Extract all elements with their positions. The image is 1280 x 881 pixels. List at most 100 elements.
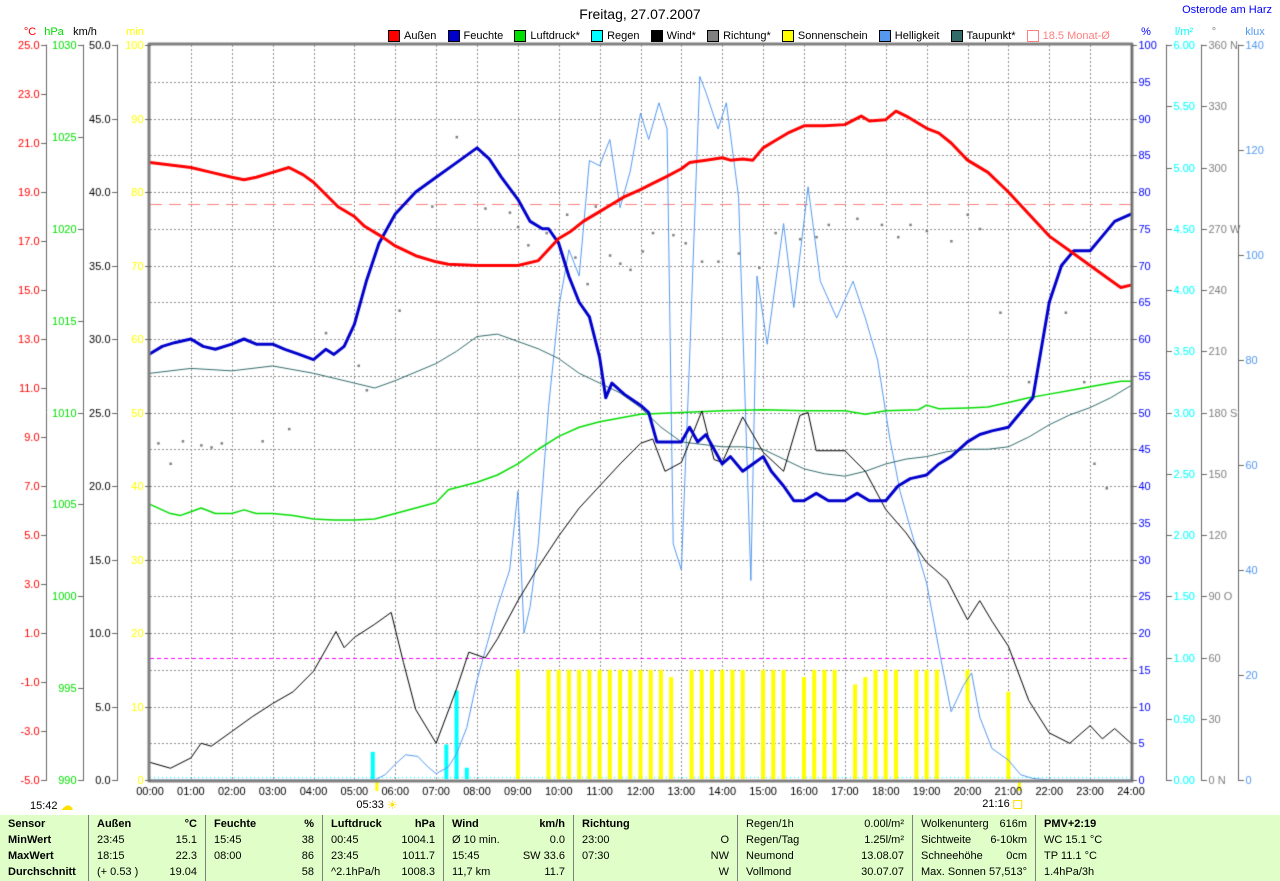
legend-label: Luftdruck* [530, 30, 580, 42]
table-cell: 00:45 [331, 834, 359, 846]
table-cell: Wind [452, 818, 479, 830]
table-col-atmos: Wolkenunterg 616m Sichtweite 6-10km Schneehö… [912, 815, 1035, 881]
table-row: 18:15 22.3 [89, 848, 205, 864]
table-cell: Regen/1h [746, 818, 794, 830]
table-cell: Schneehöhe [921, 850, 983, 862]
legend-item-au-en: Außen [388, 30, 436, 42]
table-row: Außen °C [89, 816, 205, 832]
table-cell: O [720, 834, 729, 846]
report-time-label: 15:42 [30, 800, 58, 812]
table-row: Luftdruck hPa [323, 816, 443, 832]
table-cell: 57,513° [988, 866, 1027, 878]
page-title: Freitag, 27.07.2007 [579, 6, 701, 22]
table-cell: Sichtweite [921, 834, 972, 846]
sunset-marker: 21:16 [982, 798, 1022, 810]
table-cell: Neumond [746, 850, 794, 862]
table-row: MinWert [0, 832, 88, 848]
table-cell: 08:00 [214, 850, 242, 862]
table-cell: 1008.3 [401, 866, 435, 878]
legend-swatch-icon [388, 30, 400, 42]
axis-unit-km/h: km/h [73, 26, 97, 38]
table-cell: Sensor [8, 818, 46, 830]
table-row: 11,7 km 11.7 [444, 864, 573, 880]
table-col-sensor: Sensor MinWert MaxWert Durchschnitt [0, 815, 88, 881]
table-cell: hPa [414, 818, 435, 830]
table-cell: °C [184, 818, 197, 830]
weather-chart-canvas [0, 0, 1280, 815]
table-cell: WC 15.1 °C [1044, 834, 1103, 846]
table-col-aussen: Außen °C 23:45 15.1 18:15 22.3 (+ 0.53 ) 19.04 [88, 815, 205, 881]
legend-item-wind-: Wind* [650, 30, 696, 42]
chart-legend: Außen Feuchte Luftdruck* Regen Wind* Richtung… [388, 30, 1110, 42]
legend-item-helligkeit: Helligkeit [878, 30, 939, 42]
table-cell: (+ 0.53 ) [97, 866, 139, 878]
table-cell: 22.3 [175, 850, 197, 862]
table-cell: Außen [97, 818, 132, 830]
table-cell: W [718, 866, 729, 878]
table-cell: Ø 10 min. [452, 834, 500, 846]
legend-item-feuchte: Feuchte [447, 30, 504, 42]
sunset-square-icon [1012, 799, 1022, 809]
table-cell: 23:45 [331, 850, 359, 862]
table-row: 08:00 86 [206, 848, 322, 864]
table-cell: MaxWert [8, 850, 54, 862]
axis-unit-°C: °C [23, 26, 37, 38]
table-cell: 1.4hPa/3h [1044, 866, 1095, 878]
sunset-time-label: 21:16 [982, 798, 1010, 810]
table-cell: NW [710, 850, 729, 862]
station-name: Osterode am Harz [1182, 4, 1272, 16]
table-row: Sichtweite 6-10km [913, 832, 1035, 848]
legend-swatch-icon [878, 30, 891, 42]
table-row: PMV+2:19 [1036, 816, 1280, 832]
table-row: Richtung [574, 816, 737, 832]
table-cell: 0.0 [549, 834, 565, 846]
table-cell: TP 11.1 °C [1044, 850, 1097, 862]
table-row: Wolkenunterg 616m [913, 816, 1035, 832]
table-row: Max. Sonnen 57,513° [913, 864, 1035, 880]
table-cell: PMV+2:19 [1044, 818, 1097, 830]
table-cell: 30.07.07 [861, 866, 904, 878]
table-row: Regen/Tag 1.25l/m² [738, 832, 912, 848]
legend-item-sonnenschein: Sonnenschein [781, 30, 868, 42]
table-row: WC 15.1 °C [1036, 832, 1280, 848]
legend-item-luftdruck-: Luftdruck* [514, 30, 580, 42]
table-cell: 0.00l/m² [864, 818, 904, 830]
table-row: 15:45 38 [206, 832, 322, 848]
table-cell: SW 33.6 [522, 850, 565, 862]
legend-swatch-icon [781, 30, 794, 42]
table-row: Vollmond 30.07.07 [738, 864, 912, 880]
legend-swatch-icon [447, 30, 460, 42]
table-cell: km/h [539, 818, 565, 830]
table-col-pmv: PMV+2:19 WC 15.1 °C TP 11.1 °C 1.4hPa/3h [1035, 815, 1280, 881]
sunrise-sun-icon: ☀ [386, 798, 398, 812]
legend-swatch-icon [950, 30, 963, 42]
axis-unit-klux: klux [1245, 26, 1265, 38]
table-row: 07:30 NW [574, 848, 737, 864]
table-row: MaxWert [0, 848, 88, 864]
table-row: 00:45 1004.1 [323, 832, 443, 848]
legend-item-richtung-: Richtung* [707, 30, 771, 42]
table-cell: 18:15 [97, 850, 125, 862]
table-cell: 15:45 [214, 834, 242, 846]
legend-item-regen: Regen [591, 30, 640, 42]
table-cell: Vollmond [746, 866, 792, 878]
legend-label: Regen [607, 30, 640, 42]
table-cell: Durchschnitt [8, 866, 76, 878]
legend-label: Feuchte [463, 30, 504, 42]
axis-unit-%: % [1141, 26, 1151, 38]
table-col-luftdruck: Luftdruck hPa 00:45 1004.1 23:45 1011.7 ^2.1hP… [322, 815, 443, 881]
legend-item-18-5-monat-: 18.5 Monat-Ø [1026, 30, 1110, 42]
table-row: 23:00 O [574, 832, 737, 848]
table-col-richtung: Richtung 23:00 O 07:30 NW W [573, 815, 737, 881]
table-cell: 1011.7 [402, 850, 435, 862]
table-row: ^2.1hPa/h 1008.3 [323, 864, 443, 880]
report-time-marker: 15:42 ☁ [30, 798, 74, 814]
table-row: Neumond 13.08.07 [738, 848, 912, 864]
table-cell: 616m [999, 818, 1027, 830]
table-row: 23:45 15.1 [89, 832, 205, 848]
table-cell: 0cm [1006, 850, 1027, 862]
legend-item-taupunkt-: Taupunkt* [950, 30, 1015, 42]
table-cell: Luftdruck [331, 818, 382, 830]
table-cell: 23:00 [582, 834, 610, 846]
